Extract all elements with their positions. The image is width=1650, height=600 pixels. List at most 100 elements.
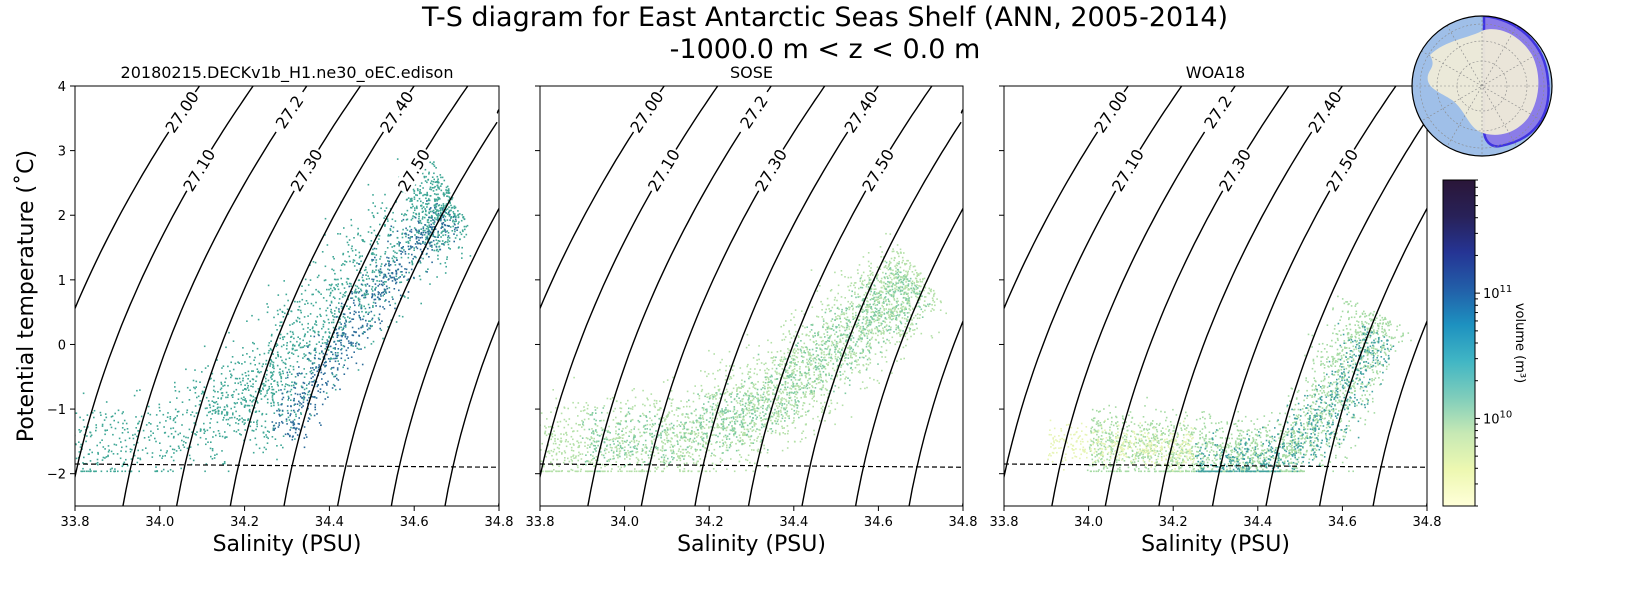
data-point: [906, 300, 909, 302]
data-point: [393, 261, 396, 263]
data-point: [351, 245, 353, 248]
data-point: [767, 351, 770, 353]
data-point: [750, 393, 753, 395]
data-point: [763, 418, 766, 420]
data-point: [424, 193, 427, 196]
data-point: [610, 470, 612, 473]
data-point: [760, 451, 762, 454]
data-point: [279, 321, 282, 324]
data-point: [671, 410, 673, 412]
data-point: [317, 384, 319, 386]
data-point: [615, 461, 618, 463]
data-point: [592, 439, 595, 442]
data-point: [309, 371, 312, 373]
data-point: [298, 366, 300, 368]
data-point: [855, 361, 858, 363]
data-point: [931, 308, 934, 310]
data-point: [833, 304, 836, 306]
data-point: [173, 418, 175, 420]
data-point: [687, 432, 690, 435]
data-point: [907, 301, 909, 304]
data-point: [83, 470, 85, 473]
data-point: [754, 387, 757, 390]
data-point: [435, 249, 438, 252]
data-point: [266, 430, 269, 432]
data-point: [80, 443, 82, 446]
data-point: [445, 212, 448, 214]
data-point: [880, 291, 883, 293]
data-point: [442, 208, 444, 210]
data-point: [162, 468, 165, 471]
data-point: [723, 435, 725, 438]
data-point: [253, 359, 255, 361]
data-point: [877, 279, 879, 282]
data-point: [583, 409, 586, 411]
data-point: [847, 285, 849, 288]
data-point: [560, 441, 562, 443]
data-point: [301, 397, 304, 399]
data-point: [392, 211, 394, 214]
data-point: [625, 452, 627, 454]
data-point: [387, 268, 389, 271]
data-point: [273, 428, 275, 431]
data-point: [306, 331, 309, 333]
data-point: [625, 454, 628, 456]
data-point: [146, 452, 149, 455]
data-point: [405, 227, 407, 230]
data-point: [783, 324, 785, 327]
data-point: [850, 325, 853, 328]
data-point: [409, 236, 412, 238]
data-point: [660, 421, 663, 423]
data-point: [452, 220, 454, 223]
data-point: [409, 200, 411, 203]
data-point: [446, 192, 448, 194]
data-point: [899, 248, 902, 251]
data-point: [719, 457, 722, 460]
data-point: [691, 426, 693, 429]
data-point: [831, 340, 833, 343]
y-tick-label: −2: [47, 468, 66, 483]
contour-label: 27.00: [162, 88, 203, 137]
data-point: [726, 390, 729, 393]
data-point: [294, 382, 296, 384]
data-point: [215, 411, 217, 413]
data-point: [666, 465, 668, 468]
data-point: [841, 404, 844, 407]
data-point: [787, 372, 789, 374]
data-point: [888, 293, 891, 296]
data-point: [650, 440, 653, 442]
data-point: [220, 392, 223, 394]
data-point: [433, 235, 436, 238]
data-point: [344, 295, 346, 297]
data-point: [659, 449, 662, 451]
data-point: [247, 404, 250, 407]
data-point: [454, 206, 457, 209]
data-point: [577, 442, 580, 444]
data-point: [185, 436, 187, 439]
data-point: [395, 282, 397, 285]
data-point: [817, 382, 820, 384]
data-point: [868, 265, 870, 267]
data-point: [893, 274, 895, 277]
data-point: [428, 242, 431, 244]
data-point: [386, 218, 389, 220]
data-point: [853, 317, 856, 320]
data-point: [859, 325, 862, 328]
data-point: [726, 468, 728, 470]
data-point: [587, 470, 589, 473]
data-point: [794, 309, 797, 311]
data-point: [902, 305, 905, 308]
data-point: [398, 241, 400, 243]
data-point: [203, 428, 205, 431]
data-point: [905, 318, 908, 320]
data-point: [113, 470, 115, 473]
data-point: [162, 413, 165, 416]
data-point: [305, 436, 308, 438]
data-point: [337, 278, 339, 281]
data-point: [570, 449, 573, 452]
data-point: [286, 384, 289, 386]
data-point: [383, 293, 386, 295]
data-point: [830, 334, 832, 337]
data-point: [344, 359, 346, 362]
data-point: [787, 415, 789, 418]
